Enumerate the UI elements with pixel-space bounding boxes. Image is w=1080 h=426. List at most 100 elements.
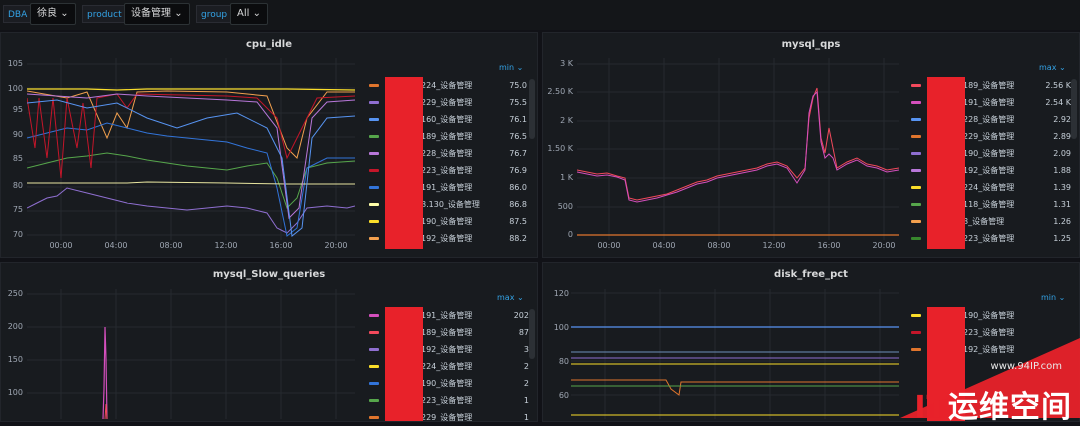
panel-title: cpu_idle	[245, 39, 292, 50]
legend: 224_设备管理 75.0 229_设备管理 75.5 160_设备管理 76.1 1…	[369, 77, 529, 249]
qps-plot[interactable]	[577, 58, 899, 240]
y-tick: 90	[12, 130, 23, 139]
x-tick: 20:00	[872, 241, 896, 250]
watermark-brand: IT运维空间	[914, 390, 1072, 425]
cpu-plot[interactable]	[27, 58, 355, 240]
x-tick: 00:00	[49, 241, 73, 250]
y-tick: 150	[7, 355, 23, 364]
variable-bar: DBA 徐良 ⌄ product 设备管理 ⌄ group All ⌄	[0, 0, 1080, 30]
redaction-block	[385, 307, 423, 421]
y-tick: 3 K	[560, 59, 573, 68]
legend-item[interactable]: 191_设备管理 86.0	[369, 179, 527, 196]
y-tick: 80	[558, 357, 569, 366]
legend-item[interactable]: 191_设备管理 2.54 K	[911, 94, 1071, 111]
y-tick: 200	[7, 322, 23, 331]
y-tick: 120	[553, 289, 569, 298]
redaction-block	[385, 77, 423, 249]
x-tick: 16:00	[817, 241, 841, 250]
x-tick: 12:00	[762, 241, 786, 250]
y-tick: 250	[7, 289, 23, 298]
legend-item[interactable]: 191_设备管理 202	[369, 307, 529, 324]
legend-item[interactable]: 189_设备管理 2.56 K	[911, 77, 1071, 94]
legend-item[interactable]: 189_设备管理 76.5	[369, 128, 527, 145]
chevron-down-icon: ⌄	[252, 8, 261, 19]
y-tick: 2 K	[560, 116, 573, 125]
y-tick: 100	[7, 388, 23, 397]
chevron-down-icon: ⌄	[60, 8, 69, 19]
legend-item[interactable]: 189_设备管理 87	[369, 324, 529, 341]
x-tick: 12:00	[214, 241, 238, 250]
legend-sort-header[interactable]: max ⌄	[497, 293, 524, 302]
legend-item[interactable]: 228_设备管理 76.7	[369, 145, 527, 162]
legend-item[interactable]: 223_设备管理	[911, 324, 1071, 341]
panel-title: mysql_Slow_queries	[212, 269, 326, 280]
x-tick: 08:00	[159, 241, 183, 250]
y-tick: 60	[558, 391, 569, 400]
disk-free-plot[interactable]	[571, 289, 899, 419]
legend-item[interactable]: 223_设备管理 1	[369, 392, 529, 409]
y-tick: 0	[567, 230, 573, 239]
legend-scrollbar[interactable]	[529, 309, 535, 359]
y-tick: 85	[12, 154, 23, 163]
legend-sort-header[interactable]: max ⌄	[1039, 63, 1066, 72]
redaction-block	[927, 77, 965, 249]
legend-item[interactable]: 192_设备管理 1.88	[911, 162, 1071, 179]
var-select-group[interactable]: All ⌄	[230, 3, 268, 25]
chevron-down-icon: ⌄	[174, 8, 183, 19]
var-label-group: group	[196, 5, 233, 23]
legend-item[interactable]: 224_设备管理 75.0	[369, 77, 527, 94]
var-label-product: product	[82, 5, 127, 23]
legend-item[interactable]: 224_设备管理 2	[369, 358, 529, 375]
y-tick: 100	[553, 323, 569, 332]
x-tick: 08:00	[707, 241, 731, 250]
var-select-dba[interactable]: 徐良 ⌄	[30, 3, 76, 25]
y-tick: 105	[7, 59, 23, 68]
x-tick: 16:00	[269, 241, 293, 250]
legend-item[interactable]: 190_设备管理	[911, 307, 1071, 324]
legend-scrollbar[interactable]	[529, 79, 535, 139]
watermark-url: www.94IP.com	[990, 361, 1062, 372]
panel-title: disk_free_pct	[774, 269, 848, 280]
x-tick: 04:00	[652, 241, 676, 250]
y-tick: 100	[7, 84, 23, 93]
y-tick: 75	[12, 205, 23, 214]
legend-item[interactable]: 160_设备管理 76.1	[369, 111, 527, 128]
panel-title: mysql_qps	[781, 39, 841, 50]
var-select-product[interactable]: 设备管理 ⌄	[124, 3, 190, 25]
y-tick: 500	[557, 202, 573, 211]
legend-item[interactable]: 118_设备管理 1.31	[911, 196, 1071, 213]
y-tick: 80	[12, 181, 23, 190]
var-label-dba: DBA	[3, 5, 33, 23]
panel-mysql-qps[interactable]: mysql_qps 3 K 2.50 K 2 K 1.50 K 1 K 500 …	[542, 32, 1080, 258]
x-tick: 04:00	[104, 241, 128, 250]
legend: 191_设备管理 202 189_设备管理 87 192_设备管理 3 224_设备管…	[369, 307, 531, 421]
legend-item[interactable]: 8.130_设备管理 86.8	[369, 196, 527, 213]
x-tick: 20:00	[324, 241, 348, 250]
legend-item[interactable]: 224_设备管理 1.39	[911, 179, 1071, 196]
y-tick: 70	[12, 230, 23, 239]
y-tick: 1.50 K	[547, 144, 573, 153]
x-tick: 00:00	[597, 241, 621, 250]
legend-sort-header[interactable]: min ⌄	[499, 63, 524, 72]
legend-item[interactable]: 192_设备管理 3	[369, 341, 529, 358]
legend-scrollbar[interactable]	[1071, 79, 1077, 139]
legend-sort-header[interactable]: min ⌄	[1041, 293, 1066, 302]
watermark-banner	[900, 338, 1080, 418]
legend-item[interactable]: 190_设备管理 2.09	[911, 145, 1071, 162]
legend-item[interactable]: 8_设备管理 1.26	[911, 213, 1071, 230]
y-tick: 2.50 K	[547, 87, 573, 96]
legend-item[interactable]: 192_设备管理 88.2	[369, 230, 527, 247]
slow-queries-plot[interactable]	[27, 289, 355, 419]
legend-item[interactable]: 190_设备管理 2	[369, 375, 529, 392]
legend-item[interactable]: 229_设备管理 2.89	[911, 128, 1071, 145]
y-tick: 95	[12, 105, 23, 114]
panel-cpu-idle[interactable]: cpu_idle 105 100 95 90 85 80 75 70 00:00…	[0, 32, 538, 258]
legend-item[interactable]: 228_设备管理 2.92	[911, 111, 1071, 128]
legend-item[interactable]: 223_设备管理 76.9	[369, 162, 527, 179]
legend-item[interactable]: 190_设备管理 87.5	[369, 213, 527, 230]
legend: 189_设备管理 2.56 K 191_设备管理 2.54 K 228_设备管理 2.…	[911, 77, 1073, 249]
legend-item[interactable]: 229_设备管理 75.5	[369, 94, 527, 111]
panel-mysql-slow-queries[interactable]: mysql_Slow_queries 250 200 150 100 max ⌄…	[0, 262, 538, 422]
y-tick: 1 K	[560, 173, 573, 182]
legend-item[interactable]: 223_设备管理 1.25	[911, 230, 1071, 247]
